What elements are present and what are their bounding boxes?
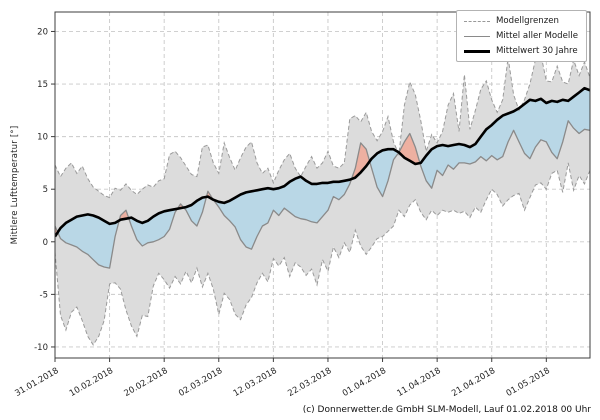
y-axis-label: Mittlere Lufttemperatur [°]	[10, 125, 20, 245]
x-tick-label: 21.04.2018	[450, 366, 497, 399]
y-tick-label: 20	[37, 27, 48, 37]
warmer-than-normal-fill	[351, 142, 370, 180]
legend-item-mittel-aller-modelle: Mittel aller Modelle	[463, 30, 578, 42]
legend-item-mittelwert-30-jahre: Mittelwert 30 Jahre	[463, 45, 578, 57]
colder-than-normal-fill	[183, 196, 207, 226]
legend-item-modellgrenzen: Modellgrenzen	[463, 15, 578, 27]
plot-layers	[55, 53, 590, 346]
colder-than-normal-fill	[128, 208, 178, 246]
copyright-credit: (c) Donnerwetter.de GmbH SLM-Modell, Lau…	[302, 405, 591, 415]
thick-line-sample-icon	[463, 49, 490, 53]
x-tick-label: 01.04.2018	[341, 366, 388, 399]
y-tick-label: 0	[43, 238, 48, 248]
model-mean-line	[55, 120, 590, 269]
model-upper-bound-line	[55, 53, 590, 199]
x-tick-label: 02.03.2018	[177, 366, 224, 399]
y-tick-label: -10	[34, 343, 48, 353]
x-tick-label: 11.04.2018	[395, 366, 442, 399]
colder-than-normal-fill	[419, 88, 590, 189]
colder-than-normal-fill	[57, 214, 120, 269]
x-tick-label: 22.03.2018	[286, 366, 333, 399]
model-lower-bound-line	[55, 162, 590, 346]
x-tick-label: 12.03.2018	[232, 366, 279, 399]
x-tick-label: 01.05.2018	[505, 366, 552, 399]
mean-30y-line	[55, 86, 590, 238]
y-tick-label: 15	[37, 80, 48, 90]
y-tick-label: -5	[40, 290, 48, 300]
dashed-line-sample-icon	[463, 20, 490, 22]
solid-line-sample-icon	[463, 35, 490, 37]
plot-border	[54, 11, 591, 359]
x-tick-label: 10.02.2018	[68, 366, 115, 399]
y-tick-label: 10	[37, 133, 48, 143]
y-tick-label: 5	[43, 185, 48, 195]
x-tick-label: 20.02.2018	[123, 366, 170, 399]
colder-than-normal-fill	[213, 176, 352, 250]
x-tick-label: 31.01.2018	[13, 366, 60, 399]
chart-legend: Modellgrenzen Mittel aller Modelle Mitte…	[455, 10, 587, 62]
